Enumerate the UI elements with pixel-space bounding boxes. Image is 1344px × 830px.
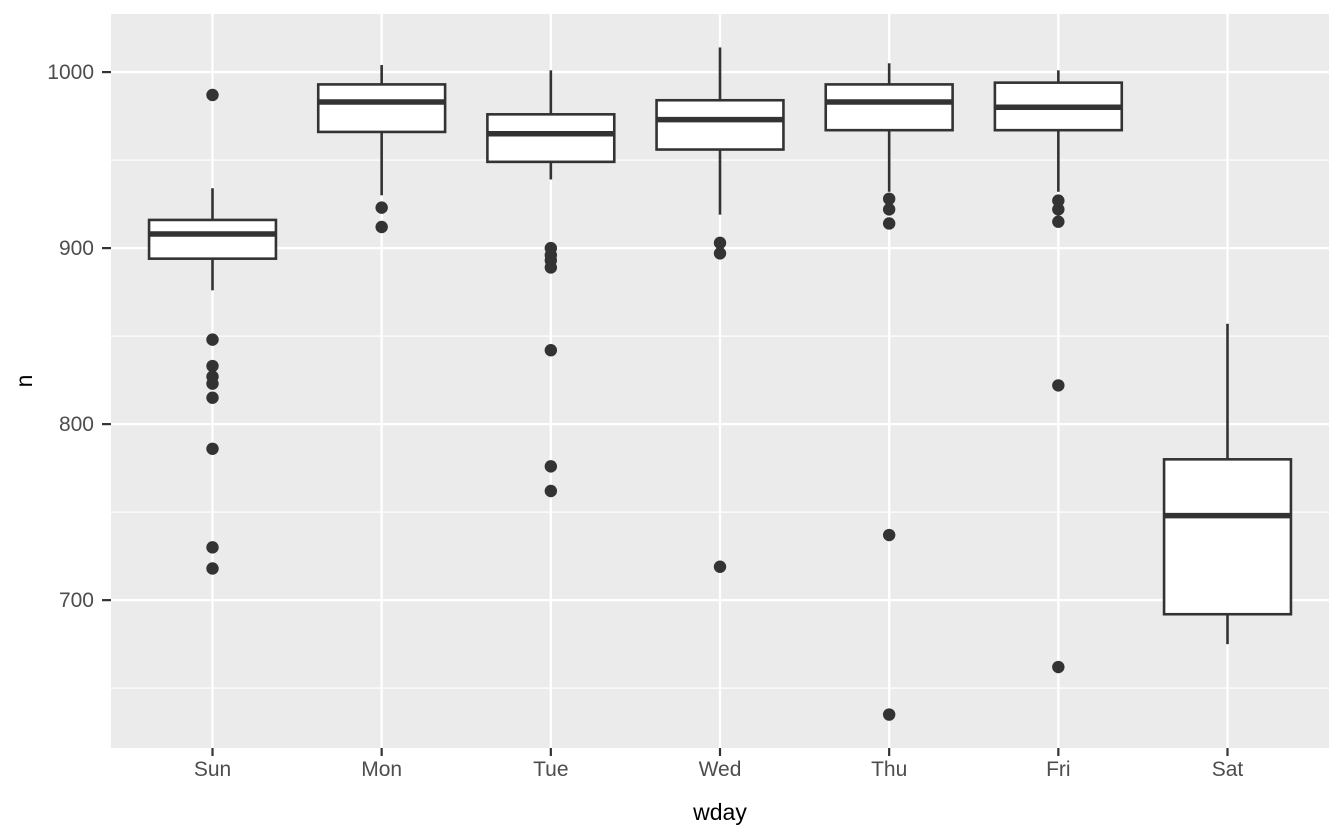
outlier-point <box>882 203 896 216</box>
outlier-point <box>544 460 558 473</box>
boxplot-sun <box>147 88 278 575</box>
x-tick-label: Fri <box>1046 758 1071 781</box>
outlier-point <box>1052 194 1065 207</box>
outlier-point <box>713 236 727 250</box>
boxplot-wed <box>655 47 785 573</box>
boxplot-sat <box>1162 323 1293 645</box>
outlier-point <box>882 217 896 230</box>
iqr-box <box>1162 458 1293 616</box>
outlier-point <box>206 391 219 404</box>
x-tick-label: Tue <box>533 758 568 781</box>
y-tick-label: 700 <box>59 589 94 612</box>
outlier-point <box>713 560 727 573</box>
x-tick-label: Sat <box>1212 758 1244 781</box>
outlier-point <box>206 359 219 373</box>
x-tick-label: Mon <box>361 758 402 781</box>
outlier-point <box>206 333 219 346</box>
outlier-point <box>375 220 388 234</box>
outlier-point <box>206 541 219 554</box>
iqr-box <box>824 83 954 132</box>
boxplot-tue <box>486 70 616 498</box>
outlier-point <box>206 442 219 455</box>
x-axis-title: wday <box>693 799 747 825</box>
y-axis-title: n <box>11 374 37 388</box>
boxplot-mon <box>316 65 447 234</box>
outlier-point <box>206 88 219 102</box>
outlier-point <box>713 247 727 260</box>
x-tick-label: Wed <box>699 758 742 781</box>
x-tick-label: Thu <box>871 758 907 781</box>
boxplot-thu <box>824 63 954 721</box>
outlier-point <box>1052 215 1065 228</box>
y-tick-label: 900 <box>59 237 94 260</box>
outlier-point <box>544 343 558 357</box>
outlier-point <box>544 484 558 498</box>
outlier-point <box>206 562 219 575</box>
outlier-point <box>882 192 896 206</box>
y-tick-label: 800 <box>59 413 94 436</box>
x-tick-label: Sun <box>194 758 231 781</box>
outlier-point <box>882 708 896 721</box>
outlier-point <box>1052 660 1065 674</box>
outlier-point <box>375 201 388 214</box>
y-tick-label: 1000 <box>47 61 94 84</box>
outlier-point <box>206 377 219 390</box>
outlier-point <box>544 261 558 274</box>
iqr-box <box>147 218 278 260</box>
outlier-point <box>1052 203 1065 216</box>
iqr-box <box>316 83 447 134</box>
iqr-box <box>486 113 616 164</box>
outlier-point <box>882 528 896 542</box>
boxplot-fri <box>993 70 1124 674</box>
iqr-box <box>655 98 785 151</box>
outlier-point <box>1052 379 1065 392</box>
